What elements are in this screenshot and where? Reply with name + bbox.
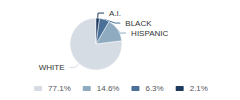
svg-text:6.3%: 6.3% [145,84,163,93]
svg-text:14.6%: 14.6% [97,84,120,93]
svg-text:HISPANIC: HISPANIC [131,29,168,38]
svg-text:2.1%: 2.1% [190,84,208,93]
svg-text:WHITE: WHITE [39,63,65,72]
svg-text:A.I.: A.I. [109,9,121,18]
svg-text:BLACK: BLACK [125,19,152,28]
svg-text:77.1%: 77.1% [48,84,71,93]
